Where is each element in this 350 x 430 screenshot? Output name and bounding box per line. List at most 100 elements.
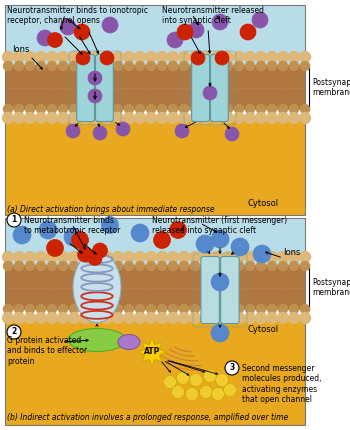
- Circle shape: [60, 19, 76, 35]
- Circle shape: [256, 313, 266, 323]
- Circle shape: [58, 304, 68, 313]
- Circle shape: [156, 52, 168, 62]
- Circle shape: [267, 61, 276, 71]
- Circle shape: [178, 313, 189, 323]
- Circle shape: [245, 304, 254, 313]
- Circle shape: [245, 61, 254, 71]
- Circle shape: [125, 261, 133, 270]
- Circle shape: [158, 304, 167, 313]
- Circle shape: [48, 304, 56, 313]
- Circle shape: [201, 252, 211, 262]
- Circle shape: [188, 22, 204, 38]
- Circle shape: [14, 52, 25, 62]
- Circle shape: [240, 24, 256, 40]
- Circle shape: [35, 113, 47, 123]
- Circle shape: [168, 113, 179, 123]
- Circle shape: [69, 52, 79, 62]
- Circle shape: [202, 61, 210, 71]
- Circle shape: [189, 313, 201, 323]
- Bar: [5, 5, 305, 215]
- Circle shape: [266, 52, 278, 62]
- Circle shape: [279, 61, 287, 71]
- Circle shape: [203, 86, 217, 100]
- Circle shape: [189, 374, 203, 387]
- Circle shape: [2, 252, 14, 262]
- Circle shape: [131, 224, 149, 242]
- Circle shape: [212, 261, 222, 270]
- Circle shape: [57, 52, 69, 62]
- Circle shape: [2, 113, 14, 123]
- Text: Cytosol: Cytosol: [248, 199, 279, 208]
- Circle shape: [69, 313, 79, 323]
- Circle shape: [102, 252, 112, 262]
- FancyBboxPatch shape: [210, 55, 228, 122]
- Circle shape: [70, 261, 78, 270]
- Circle shape: [79, 252, 91, 262]
- Text: Neurotransmitter released
into synaptic cleft: Neurotransmitter released into synaptic …: [162, 6, 264, 25]
- FancyBboxPatch shape: [77, 55, 95, 122]
- Circle shape: [225, 127, 239, 141]
- Circle shape: [224, 61, 232, 71]
- Circle shape: [2, 313, 14, 323]
- Circle shape: [211, 252, 223, 262]
- Circle shape: [224, 104, 232, 114]
- Circle shape: [233, 252, 245, 262]
- FancyBboxPatch shape: [192, 55, 210, 122]
- Circle shape: [113, 261, 122, 270]
- Bar: [5, 218, 305, 425]
- Circle shape: [168, 261, 177, 270]
- Circle shape: [48, 261, 56, 270]
- Circle shape: [125, 304, 133, 313]
- Circle shape: [279, 261, 287, 270]
- Circle shape: [134, 252, 146, 262]
- Circle shape: [57, 113, 69, 123]
- Text: Ions: Ions: [283, 248, 300, 257]
- Circle shape: [100, 51, 114, 65]
- Circle shape: [224, 261, 232, 270]
- Circle shape: [288, 52, 300, 62]
- Circle shape: [14, 113, 25, 123]
- Circle shape: [57, 313, 69, 323]
- Circle shape: [245, 113, 256, 123]
- Circle shape: [256, 113, 266, 123]
- Circle shape: [35, 313, 47, 323]
- Circle shape: [301, 104, 309, 114]
- Circle shape: [245, 104, 254, 114]
- Circle shape: [189, 252, 201, 262]
- Circle shape: [57, 252, 69, 262]
- Circle shape: [186, 387, 198, 400]
- Circle shape: [134, 313, 146, 323]
- Ellipse shape: [68, 329, 126, 351]
- Circle shape: [14, 61, 23, 71]
- Circle shape: [112, 313, 124, 323]
- Circle shape: [189, 52, 201, 62]
- Circle shape: [300, 113, 310, 123]
- Text: Ions: Ions: [12, 45, 29, 54]
- Circle shape: [71, 231, 89, 249]
- Circle shape: [70, 61, 78, 71]
- Circle shape: [102, 216, 119, 233]
- Circle shape: [278, 52, 288, 62]
- Circle shape: [167, 32, 183, 48]
- Circle shape: [211, 273, 229, 291]
- Circle shape: [163, 375, 176, 388]
- Bar: [5, 5, 305, 65]
- Circle shape: [289, 304, 299, 313]
- Circle shape: [212, 104, 222, 114]
- Circle shape: [39, 221, 57, 239]
- Circle shape: [47, 240, 63, 257]
- Circle shape: [93, 126, 107, 140]
- Circle shape: [289, 104, 299, 114]
- Circle shape: [257, 104, 266, 114]
- Circle shape: [91, 61, 100, 71]
- Circle shape: [233, 113, 245, 123]
- Circle shape: [91, 304, 100, 313]
- Circle shape: [124, 52, 134, 62]
- Circle shape: [168, 52, 179, 62]
- Circle shape: [212, 61, 222, 71]
- Circle shape: [91, 261, 100, 270]
- Bar: [5, 120, 305, 215]
- Circle shape: [26, 104, 35, 114]
- Circle shape: [224, 304, 232, 313]
- Circle shape: [279, 304, 287, 313]
